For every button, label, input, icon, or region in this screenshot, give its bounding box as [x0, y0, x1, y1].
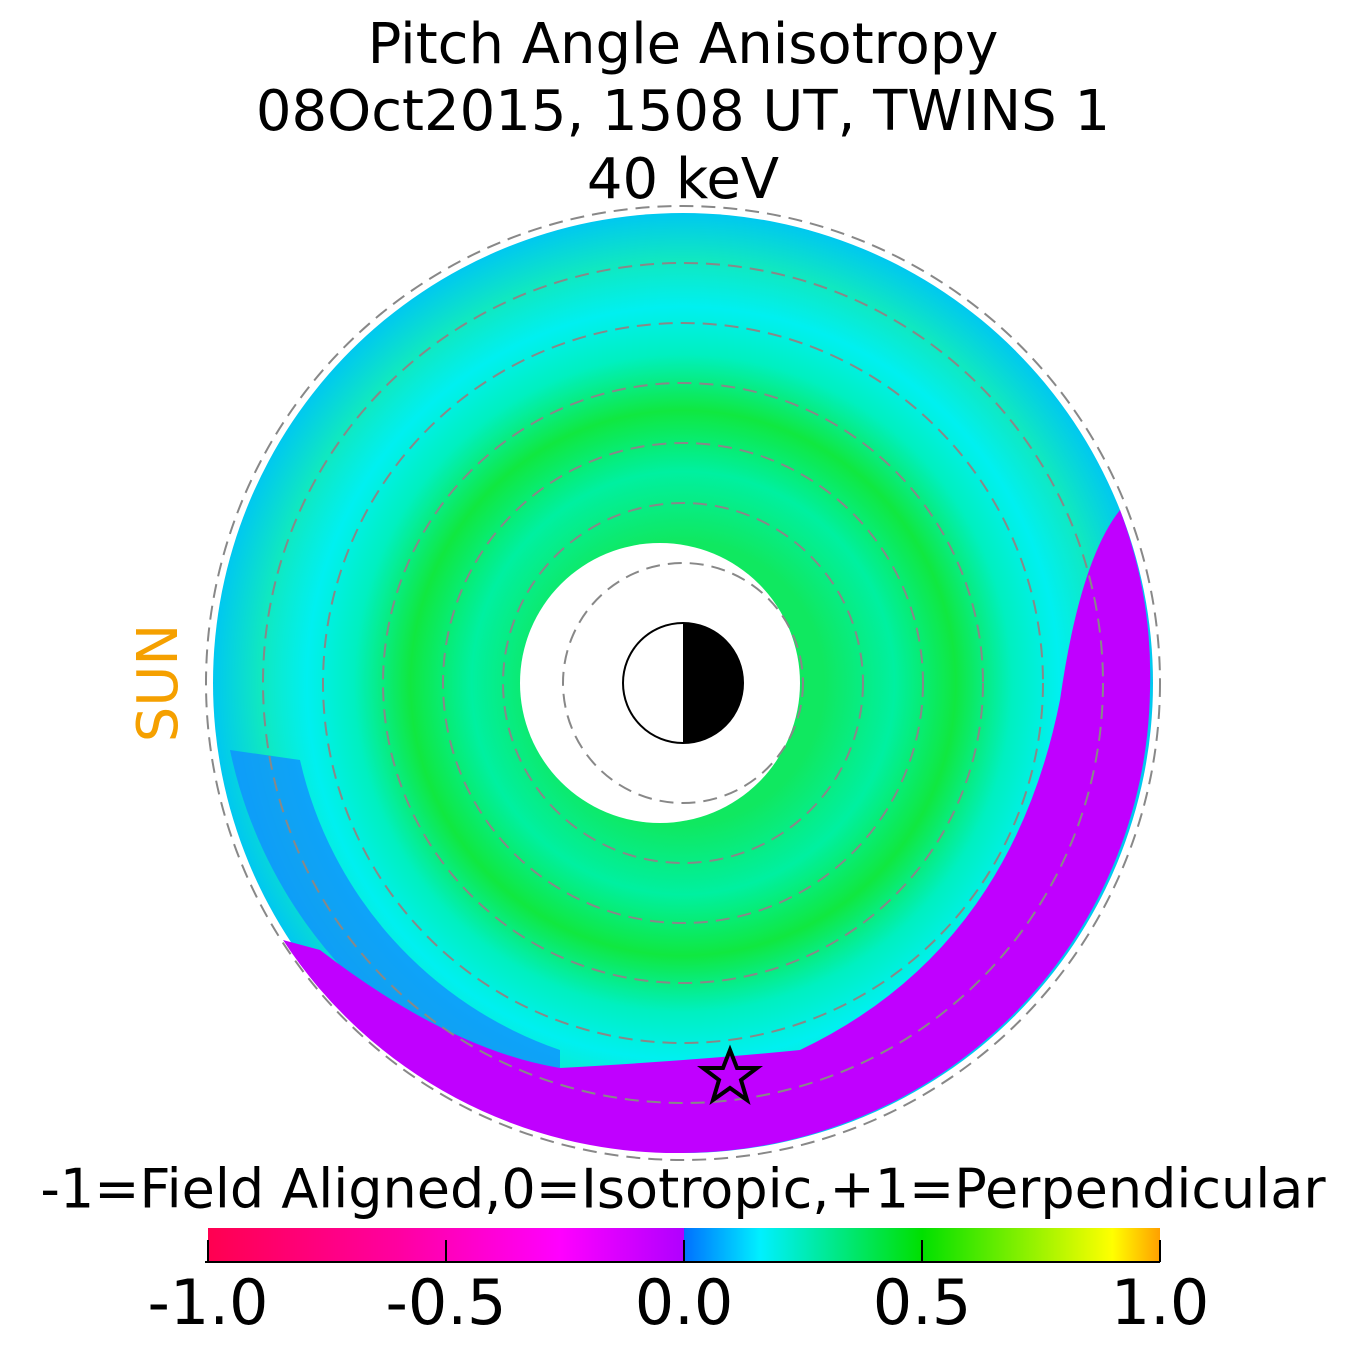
colorbar-tick-label: 0.5: [873, 1266, 972, 1339]
colorbar-tick-label: -1.0: [148, 1266, 269, 1339]
title-line: Pitch Angle Anisotropy: [368, 12, 999, 77]
title-line: 08Oct2015, 1508 UT, TWINS 1: [256, 79, 1110, 144]
earth-night: [683, 623, 743, 743]
sun-label: SUN: [126, 624, 191, 742]
colorbar-tick-label: 0.0: [635, 1266, 734, 1339]
colorbar-label: -1=Field Aligned,0=Isotropic,+1=Perpendi…: [40, 1158, 1326, 1221]
field-region: [283, 510, 1151, 1154]
colorbar-tick-label: 1.0: [1111, 1266, 1210, 1339]
map: [205, 205, 1161, 1161]
colorbar-tick-label: -0.5: [386, 1266, 507, 1339]
field-region: [230, 750, 560, 1100]
spacecraft-star: [697, 1044, 763, 1105]
title-line: 40 keV: [587, 147, 779, 212]
l-shells: [205, 205, 1161, 1161]
